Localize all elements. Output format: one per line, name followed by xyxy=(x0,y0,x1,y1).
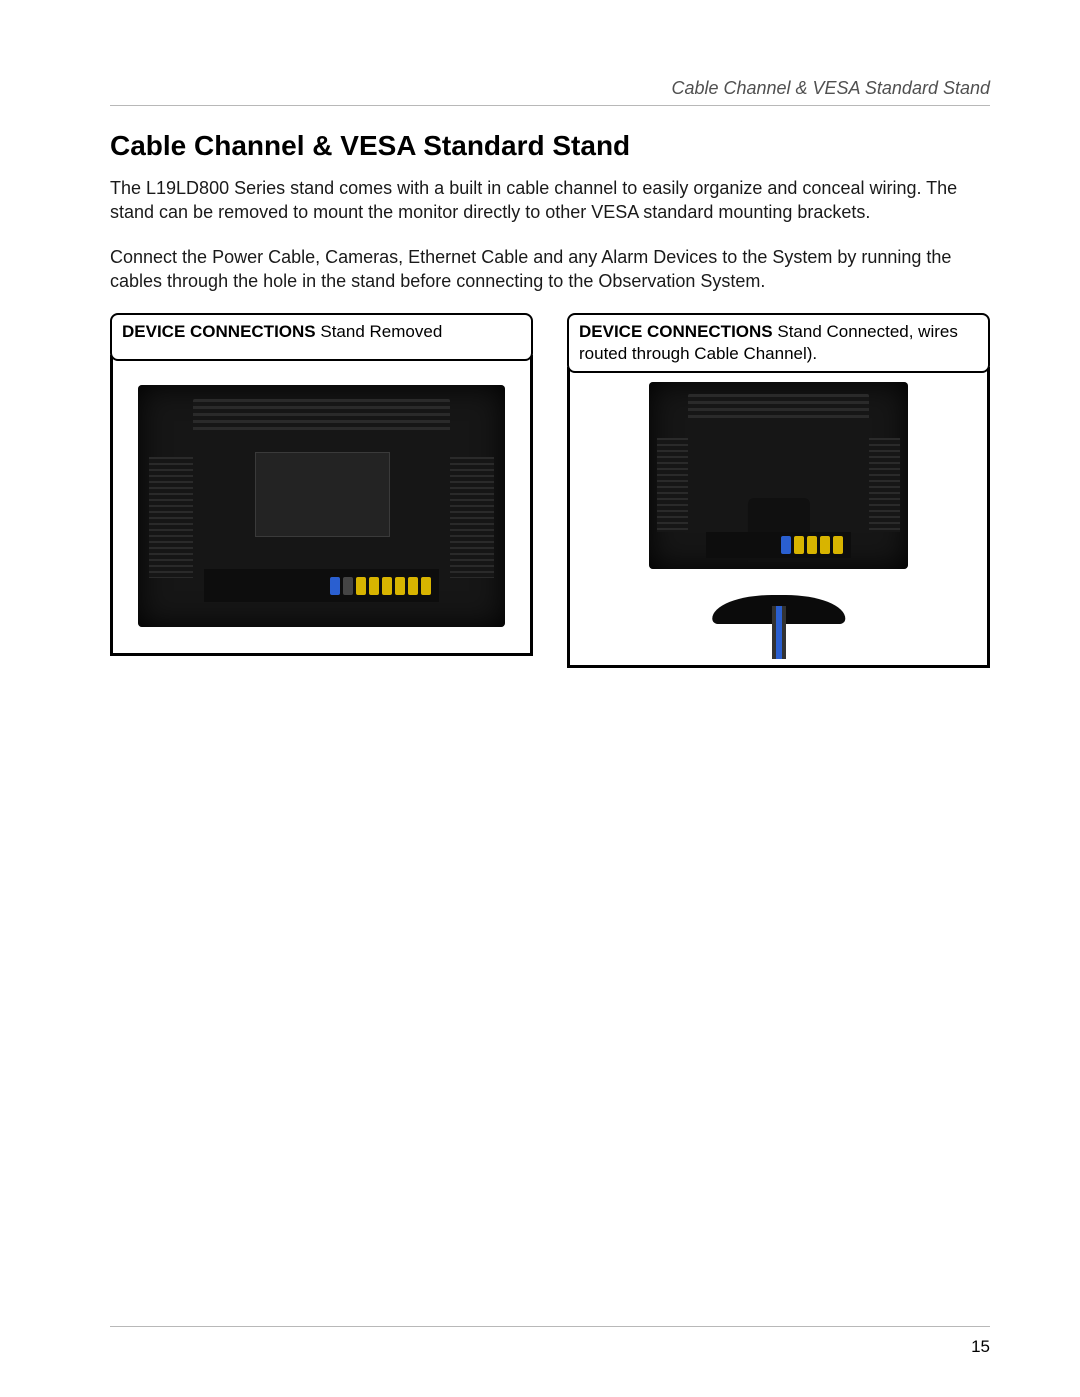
figure-left-caption-bold: DEVICE CONNECTIONS xyxy=(122,322,316,341)
figure-right: DEVICE CONNECTIONS Stand Connected, wire… xyxy=(567,313,990,668)
page-title: Cable Channel & VESA Standard Stand xyxy=(110,130,990,162)
running-header: Cable Channel & VESA Standard Stand xyxy=(110,78,990,106)
figure-left-caption: DEVICE CONNECTIONS Stand Removed xyxy=(110,313,533,361)
monitor-back-icon xyxy=(138,385,505,627)
figure-left-photo xyxy=(110,355,533,656)
figure-left: DEVICE CONNECTIONS Stand Removed xyxy=(110,313,533,668)
instructions-paragraph: Connect the Power Cable, Cameras, Ethern… xyxy=(110,245,990,294)
footer-rule xyxy=(110,1326,990,1327)
figure-right-caption-bold: DEVICE CONNECTIONS xyxy=(579,322,773,341)
page-number: 15 xyxy=(971,1337,990,1357)
figure-right-caption: DEVICE CONNECTIONS Stand Connected, wire… xyxy=(567,313,990,373)
cable-bundle-icon xyxy=(776,606,782,659)
figure-row: DEVICE CONNECTIONS Stand Removed xyxy=(110,313,990,668)
figure-right-photo xyxy=(567,367,990,668)
figure-left-caption-rest: Stand Removed xyxy=(316,322,443,341)
document-page: Cable Channel & VESA Standard Stand Cabl… xyxy=(0,0,1080,1397)
monitor-back-with-stand-icon xyxy=(649,382,908,569)
intro-paragraph: The L19LD800 Series stand comes with a b… xyxy=(110,176,990,225)
